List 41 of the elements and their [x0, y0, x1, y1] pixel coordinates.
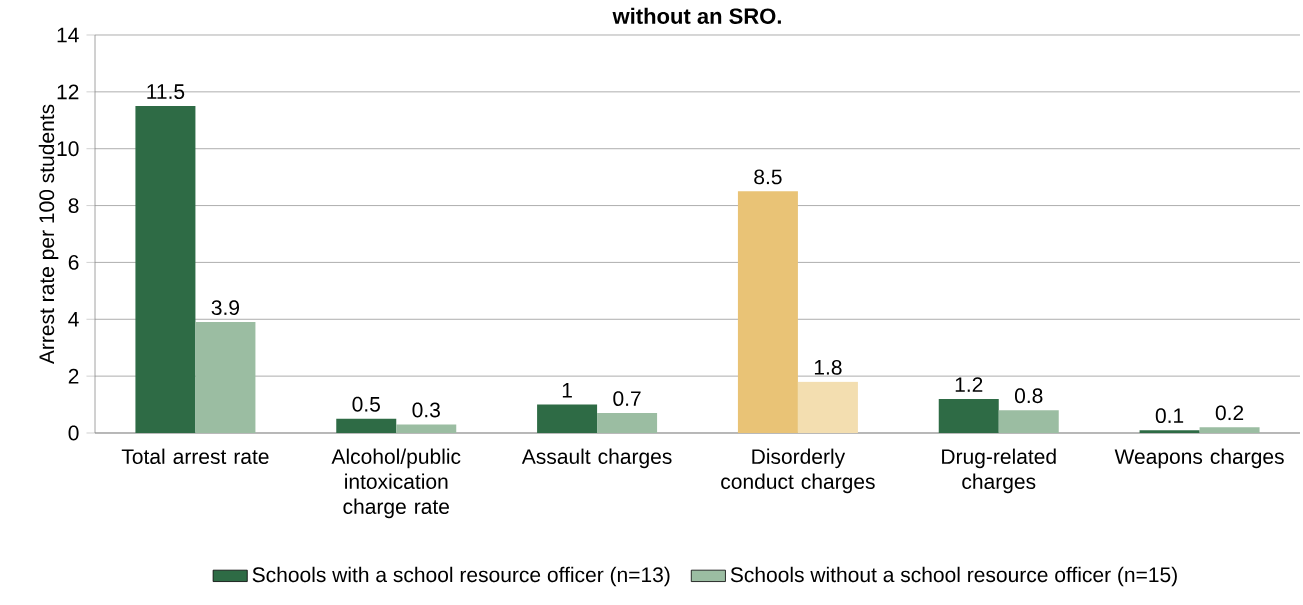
bar — [1199, 427, 1260, 433]
bar — [336, 418, 397, 433]
chart-title: without an SRO. — [612, 7, 781, 24]
x-tick-label: Weapons charges — [1114, 448, 1284, 469]
data-label: 0.8 — [1014, 388, 1043, 404]
bar — [195, 322, 256, 433]
x-tick-label: Assault charges — [521, 448, 672, 469]
y-tick-label: 4 — [68, 312, 79, 327]
x-tick-label: Total arrest rate — [121, 448, 269, 465]
data-label: 1.8 — [814, 359, 842, 375]
y-tick-label: 10 — [57, 141, 79, 157]
legend-label: Schools without a school resource officer (n=15) — [730, 566, 1177, 587]
y-tick-label: 6 — [68, 255, 79, 270]
bar — [998, 410, 1059, 433]
data-label: 0.1 — [1155, 408, 1184, 424]
y-tick-label: 14 — [57, 27, 79, 43]
data-label: 8.5 — [754, 169, 782, 185]
bar — [1139, 430, 1200, 433]
data-label: 0.2 — [1215, 405, 1244, 421]
bar — [597, 413, 658, 433]
data-label: 0.3 — [412, 402, 440, 418]
legend-label: Schools with a school resource officer (n=13) — [252, 566, 670, 587]
data-label: 1 — [562, 383, 572, 398]
bar — [797, 381, 858, 433]
y-tick-label: 8 — [68, 198, 79, 214]
x-tick-label: Alcohol/public intoxication charge rate — [331, 448, 461, 519]
y-tick-label: 12 — [57, 84, 79, 100]
bar — [537, 404, 598, 433]
bar — [938, 398, 999, 433]
bar — [737, 191, 798, 433]
bar — [135, 106, 196, 433]
data-label: 11.5 — [147, 84, 185, 100]
data-label: 3.9 — [211, 300, 240, 316]
bar — [396, 424, 457, 433]
x-tick-label: Drug-related charges — [942, 448, 1056, 494]
data-label: 0.5 — [352, 396, 380, 412]
y-tick-label: 0 — [68, 425, 79, 441]
x-tick-label: Disorderly conduct charges — [721, 448, 875, 494]
data-label: 1.2 — [955, 377, 983, 392]
data-label: 0.7 — [613, 391, 641, 407]
y-tick-label: 2 — [68, 368, 79, 384]
